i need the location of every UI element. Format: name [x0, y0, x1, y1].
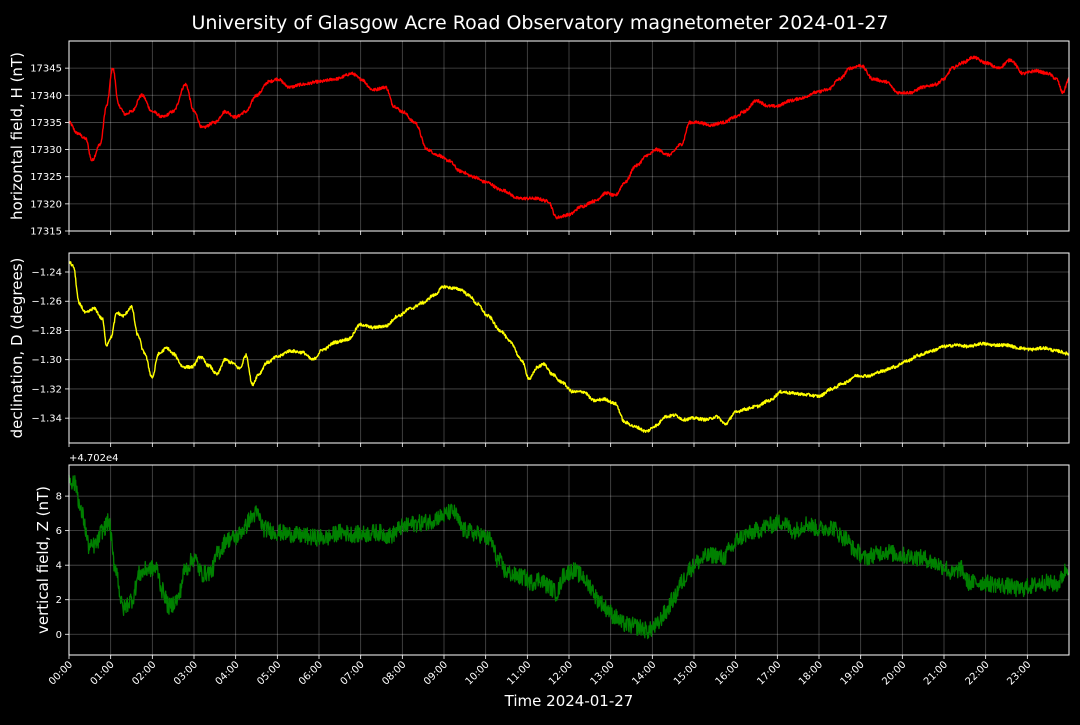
h-panel-frame — [68, 40, 1070, 232]
z-panel-y-tick-label: 2 — [56, 595, 62, 606]
d-panel-series-line — [68, 261, 1070, 433]
z-offset-text: +4.702e4 — [69, 453, 119, 464]
d-panel-y-tick-label: −1.28 — [31, 326, 62, 337]
figure-title: University of Glasgow Acre Road Observat… — [191, 12, 888, 34]
h-panel-y-tick-label: 17340 — [30, 91, 62, 102]
d-panel-frame — [68, 252, 1070, 444]
z-panel-y-tick-label: 0 — [56, 630, 62, 641]
d-panel-y-axis-label: declination, D (degrees) — [8, 258, 26, 439]
z-panel-y-tick-label: 6 — [56, 526, 62, 537]
z-panel-frame — [68, 464, 1070, 656]
h-panel-y-tick-label: 17330 — [30, 145, 62, 156]
h-panel-y-tick-label: 17345 — [30, 64, 62, 75]
h-panel-y-tick-label: 17325 — [30, 172, 62, 183]
h-panel-y-axis-label: horizontal field, H (nT) — [8, 52, 26, 220]
d-panel-y-tick-label: −1.26 — [31, 297, 62, 308]
d-panel-y-tick-label: −1.34 — [31, 414, 62, 425]
d-panel-y-tick-label: −1.32 — [31, 384, 62, 395]
h-panel-y-tick-label: 17315 — [30, 227, 62, 238]
h-panel-series-line — [68, 55, 1070, 220]
h-panel-y-tick-label: 17335 — [30, 118, 62, 129]
d-panel: −1.34 −1.32 −1.30 −1.28 −1.26 −1.24 declinatio… — [8, 252, 1070, 447]
z-panel-y-axis-label: vertical field, Z (nT) — [34, 486, 52, 634]
h-panel-y-tick-label: 17320 — [30, 199, 62, 210]
z-panel-series-line — [68, 474, 1070, 640]
h-panel: 17315 17320 17325 17330 17335 17340 17345 horiz… — [8, 40, 1070, 238]
z-panel-y-tick-label: 8 — [56, 492, 62, 503]
d-panel-y-tick-label: −1.30 — [31, 355, 62, 366]
x-axis-label: Time 2024-01-27 — [504, 692, 634, 710]
z-panel-y-tick-label: 4 — [56, 561, 62, 572]
d-panel-y-tick-label: −1.24 — [31, 268, 62, 279]
